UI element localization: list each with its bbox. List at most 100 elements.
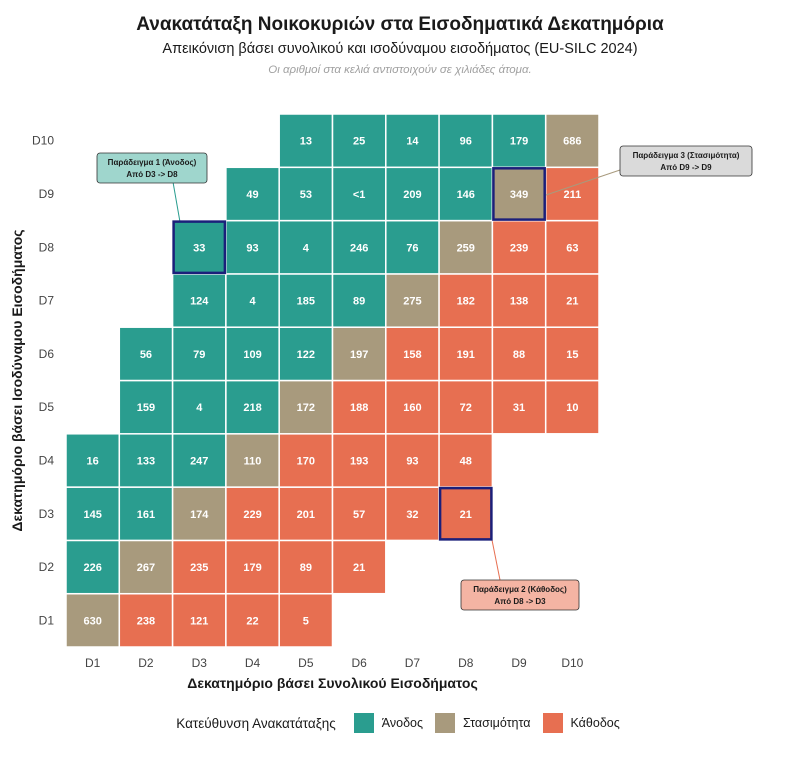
y-tick-label: D8 — [39, 240, 55, 254]
cell-value-label: 32 — [406, 509, 418, 521]
cell-value-label: 79 — [193, 349, 205, 361]
heatmap-cell-D9-D5 — [491, 379, 547, 435]
cell-value-label: 145 — [83, 509, 101, 521]
y-tick-label: D6 — [39, 347, 55, 361]
cell-value-label: 275 — [403, 296, 421, 308]
heatmap-chart: 630 238 121 22 5 226 267 235 179 89 21 145 161 174 229… — [9, 113, 753, 691]
cell-value-label: 160 — [403, 402, 421, 414]
legend-item-down: Κάθοδος — [542, 713, 620, 733]
legend-swatch-down — [542, 713, 563, 733]
cell-value-label: 22 — [246, 615, 258, 627]
cell-value-label: 4 — [196, 402, 203, 414]
cell-value-label: 161 — [137, 509, 155, 521]
heatmap-cell-D7-D7 — [385, 273, 440, 328]
highlight-box-3 — [492, 167, 546, 221]
x-tick-label: D3 — [192, 656, 208, 670]
y-tick-label: D2 — [39, 560, 55, 574]
x-axis-title: Δεκατημόριο βάσει Συνολικού Εισοδήματος — [187, 675, 477, 691]
heatmap-cell-D7-D10 — [385, 113, 440, 169]
cell-value-label: 53 — [300, 189, 312, 201]
legend-swatch-stable — [435, 713, 456, 733]
x-tick-label: D6 — [351, 656, 367, 670]
cell-value-label: 89 — [353, 296, 365, 308]
heatmap-cell-D10-D9 — [544, 166, 600, 222]
heatmap-cell-D4-D2 — [225, 539, 280, 595]
legend-label-up: Άνοδος — [381, 716, 424, 730]
cell-value-label: 138 — [510, 296, 528, 308]
cell-value-label: <1 — [353, 189, 366, 201]
y-tick-label: D4 — [39, 453, 55, 467]
cell-value-label: 182 — [457, 296, 475, 308]
heatmap-cell-D5-D3 — [278, 486, 334, 542]
x-tick-label: D2 — [138, 656, 154, 670]
cell-value-label: 209 — [403, 189, 421, 201]
y-axis-title: Δεκατημόριο βάσει Ισοδύναμου Εισοδήματος — [9, 229, 25, 531]
heatmap-cell-D2-D3 — [118, 486, 174, 542]
cell-value-label: 185 — [297, 296, 315, 308]
legend-label-stable: Στασιμότητα — [463, 716, 531, 730]
cell-value-label: 93 — [406, 455, 418, 467]
cell-value-label: 238 — [137, 615, 155, 627]
highlight-box-2 — [438, 486, 493, 541]
cell-value-label: 158 — [403, 349, 421, 361]
cell-value-label: 267 — [137, 562, 155, 574]
heatmap-cell-D8-D7 — [438, 273, 494, 328]
heatmap-cell-D7-D9 — [385, 166, 440, 222]
heatmap-cell-D1-D4 — [65, 433, 121, 488]
cell-value-label: 226 — [83, 562, 101, 574]
heatmap-cell-D7-D4 — [385, 433, 440, 488]
cell-value-label: 110 — [244, 455, 262, 467]
heatmap-cell-D9-D10 — [491, 113, 547, 169]
cell-value-label: 247 — [190, 455, 208, 467]
cell-value-label: 72 — [460, 402, 472, 414]
heatmap-cell-D8-D10 — [438, 113, 494, 169]
x-tick-label: D4 — [245, 656, 261, 670]
cell-value-label: 159 — [137, 402, 155, 414]
cell-value-label: 133 — [137, 455, 155, 467]
y-tick-label: D1 — [39, 613, 55, 627]
annotation-box-2 — [460, 579, 580, 611]
x-tick-label: D8 — [458, 656, 474, 670]
cell-value-label: 4 — [249, 296, 256, 308]
chart-title: Ανακατάταξη Νοικοκυριών στα Εισοδηματικά… — [136, 14, 664, 35]
cell-value-label: 21 — [566, 296, 578, 308]
chart-caption: Οι αριθμοί στα κελιά αντιστοιχούν σε χιλ… — [268, 64, 532, 76]
y-tick-label: D5 — [39, 400, 55, 414]
heatmap-cell-D3-D4 — [171, 433, 227, 488]
cell-value-label: 349 — [510, 189, 528, 201]
axis-ticks: D1 D2 D3 D4 D5 D6 D7 D8 D9 D10 D1 D2 D3 D4 D5 D6 D7 D8 D9 D… — [32, 134, 584, 670]
cell-value-label: 201 — [297, 509, 315, 521]
cell-value-label: 122 — [297, 349, 315, 361]
cell-value-label: 146 — [457, 189, 475, 201]
annotation-box-1 — [96, 152, 208, 184]
cell-value-label: 31 — [513, 402, 525, 414]
cell-value-label: 229 — [243, 509, 261, 521]
cell-value-label: 197 — [350, 349, 368, 361]
cell-value-label: 239 — [510, 242, 528, 254]
cell-value-label: 218 — [243, 402, 261, 414]
cell-value-label: 63 — [566, 242, 578, 254]
highlight-box-1 — [172, 220, 227, 275]
annotation-box-3 — [619, 145, 753, 177]
cell-value-label: 630 — [83, 615, 101, 627]
heatmap-cell-D7-D3 — [385, 486, 440, 542]
cell-value-label: 21 — [353, 562, 365, 574]
cell-value-label: 48 — [460, 455, 472, 467]
annotation-connector-1 — [172, 181, 181, 223]
annotation-connector-2 — [491, 539, 501, 581]
cell-value-label: 121 — [190, 615, 208, 627]
cell-value-label: 5 — [303, 615, 309, 627]
cell-value-label: 259 — [457, 242, 475, 254]
y-tick-label: D3 — [39, 507, 55, 521]
cell-value-label: 16 — [87, 455, 99, 467]
annotation-connector-3 — [545, 169, 621, 196]
heatmap-cell-D4-D4 — [225, 433, 280, 488]
cell-value-label: 188 — [350, 402, 368, 414]
cell-value-label: 15 — [566, 349, 578, 361]
x-tick-label: D10 — [561, 656, 583, 670]
cell-value-label: 93 — [246, 242, 258, 254]
heatmap-cell-D8-D5 — [438, 379, 494, 435]
heatmap-cell-D3-D5 — [171, 379, 227, 435]
heatmap-cell-D6-D4 — [331, 433, 387, 488]
heatmap-cell-D10-D10 — [544, 113, 600, 169]
